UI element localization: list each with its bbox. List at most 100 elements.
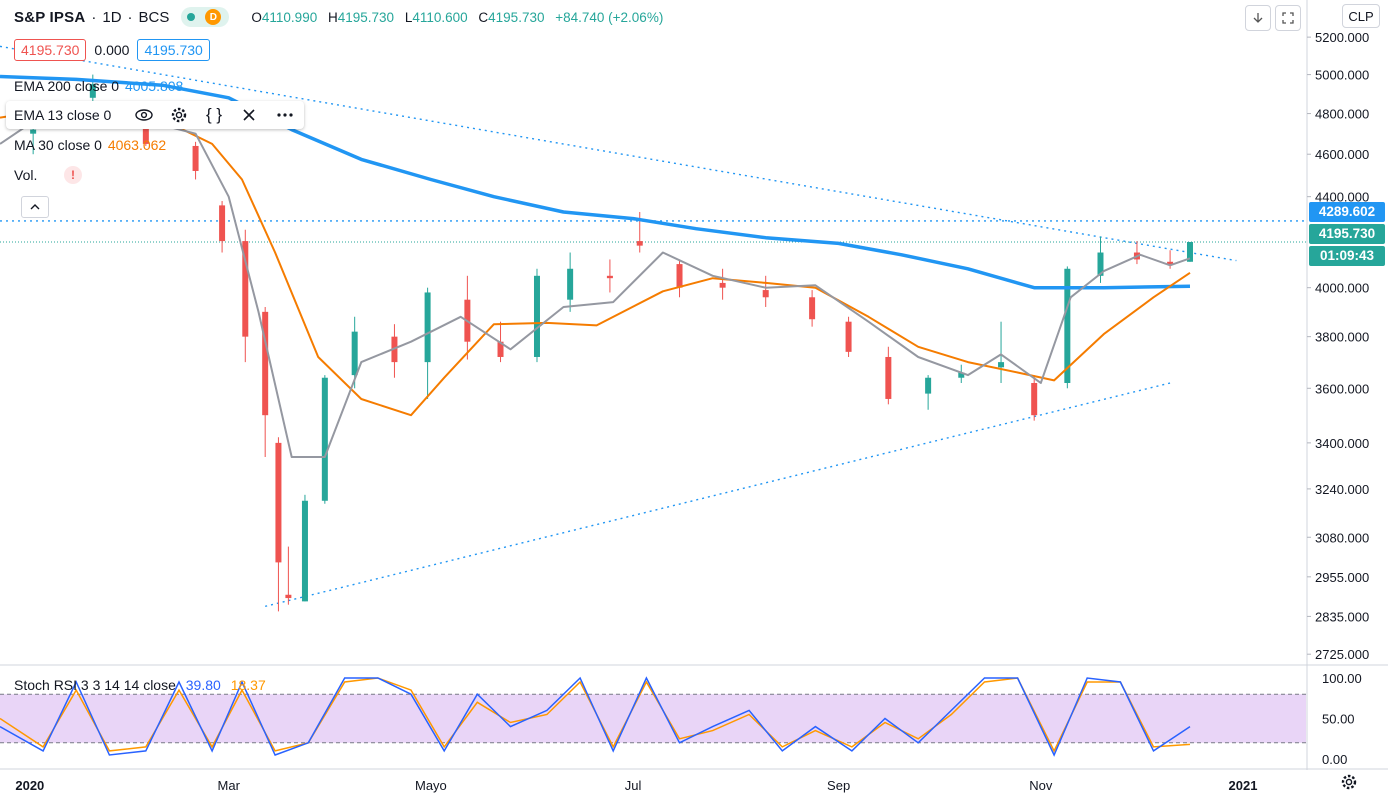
low-value: 4110.600 [412,9,468,25]
ma30-value: 4063.062 [107,137,167,153]
symbol-name[interactable]: S&P IPSA [14,8,86,26]
candle-body [321,377,328,501]
braces-icon[interactable]: { } [205,105,223,124]
candle-body [1167,261,1174,265]
separator: · [91,8,97,26]
legend-ma30[interactable]: MA 30 close 0 4063.062 [14,137,166,153]
countdown-tag: 01:09:43 [1309,246,1385,266]
gear-icon[interactable] [168,104,190,126]
y-tick-label: 3400.000 [1315,436,1369,451]
candle-body [885,356,892,399]
y-tick-label: 2835.000 [1315,609,1369,624]
y-tick-label: 3240.000 [1315,482,1369,497]
ema13-label: EMA 13 close 0 [14,107,112,123]
close-label: C [478,9,489,25]
chart-header: S&P IPSA · 1D · BCS D O4110.990 H4195.73… [14,6,670,28]
candle-body [219,205,226,242]
y-tick-label: 4000.000 [1315,281,1369,296]
candle-body [262,311,269,416]
high-label: H [327,9,338,25]
stoch-rsi-pane [0,693,1306,744]
legend-ema200[interactable]: EMA 200 close 0 4005.808 [14,78,183,94]
x-tick-label: Mar [218,778,241,793]
candle-body [192,145,199,171]
candle-body [275,442,282,563]
price-boxes: 4195.730 0.000 4195.730 [14,39,210,61]
candle-body [1097,252,1104,276]
close-icon[interactable] [238,104,260,126]
chevron-up-icon [30,204,40,210]
candle-body [809,297,816,320]
x-tick-label: Jul [625,778,642,793]
spread-value: 0.000 [94,42,130,58]
buy-price[interactable]: 4195.730 [137,39,210,61]
interval[interactable]: 1D [102,8,122,26]
candle-body [958,372,965,378]
y-tick-label: 2725.000 [1315,647,1369,662]
candle-body [301,500,308,602]
candle-body [1031,382,1038,416]
y-tick-label: 3080.000 [1315,530,1369,545]
change-value: +84.740 (+2.06%) [555,9,664,25]
last-price-tag: 4195.730 [1309,224,1385,244]
collapse-legend-button[interactable] [21,196,49,218]
sell-price[interactable]: 4195.730 [14,39,87,61]
gear-icon[interactable] [1338,771,1360,793]
candle-body [89,84,96,98]
stoch-k-line [0,676,1191,757]
series-ema-200-close-0 [0,74,1191,290]
trend-lines[interactable] [0,45,1306,608]
legend-ema13-toolbar [6,101,304,129]
candle-body [606,275,613,279]
close-value: 4195.730 [488,9,545,25]
ema200-value: 4005.808 [124,78,184,94]
exchange: BCS [138,8,170,26]
candle-body [351,331,358,376]
separator: · [127,8,133,26]
stoch-band [0,694,1306,743]
open-value: 4110.990 [261,9,318,25]
currency-button[interactable]: CLP [1342,4,1380,28]
stoch-rsi-label: Stoch RSI 3 3 14 14 close [14,677,176,693]
eye-icon[interactable] [133,104,155,126]
candle-body [845,321,852,352]
series-ema-13-close-0 [0,102,1191,458]
market-open-icon [187,13,196,21]
indicator-lines [0,74,1191,458]
x-tick-label: Mayo [415,778,447,793]
y-tick-label: 2955.000 [1315,570,1369,585]
arrow-down-icon[interactable] [1245,5,1271,31]
y-tick-label: 4400.000 [1315,190,1369,205]
stoch-tick-label: 0.00 [1322,752,1347,767]
candle-body [1186,241,1193,262]
warning-icon[interactable]: ! [64,166,82,184]
trend-line-upper [0,45,1237,262]
more-icon[interactable] [274,104,296,126]
candle-body [998,362,1005,368]
market-status[interactable]: D [181,7,230,27]
candle-body [424,292,431,363]
candle-body [30,129,37,134]
y-tick-label: 3600.000 [1315,381,1369,396]
y-tick-label: 5000.000 [1315,68,1369,83]
legend-vol[interactable]: Vol. [14,167,37,183]
vol-label: Vol. [14,167,38,183]
legend-ema13[interactable]: EMA 13 close 0 [14,107,111,123]
x-tick-label: 2020 [15,778,44,793]
ema200-label: EMA 200 close 0 [14,78,120,94]
delayed-badge: D [205,9,222,25]
low-label: L [404,9,413,25]
y-tick-label: 4800.000 [1315,107,1369,122]
ma30-label: MA 30 close 0 [14,137,102,153]
candle-body [762,290,769,298]
candle-body [533,275,540,357]
stoch-tick-label: 50.00 [1322,712,1355,727]
fullscreen-icon[interactable] [1275,5,1301,31]
x-tick-label: Nov [1029,778,1053,793]
candle-body [676,264,683,288]
stoch-rsi-legend[interactable]: Stoch RSI 3 3 14 14 close 39.80 18.37 [14,677,266,693]
candle-body [242,241,249,337]
series-ma-30-close-0 [0,104,1191,417]
candle-body [497,341,504,357]
